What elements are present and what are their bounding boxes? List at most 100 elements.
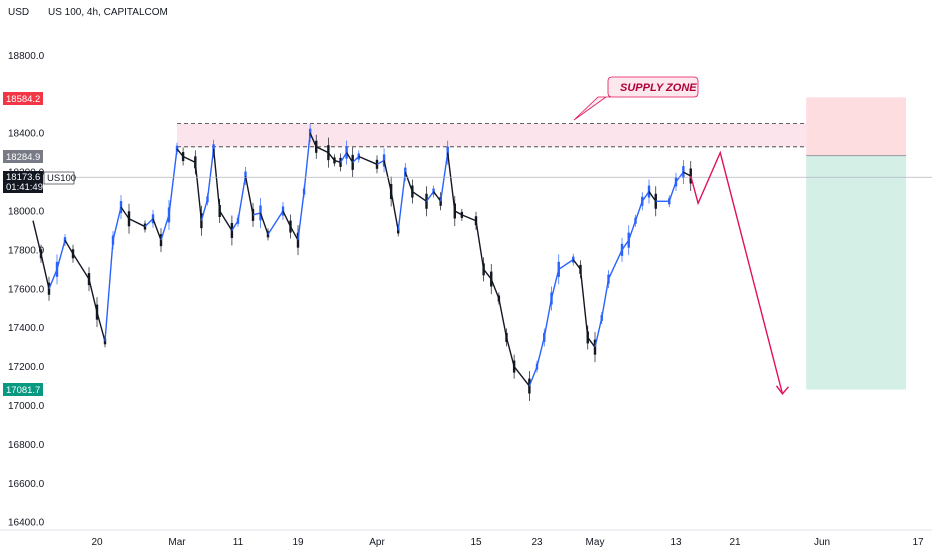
candle-body	[432, 188, 435, 195]
candle-body	[327, 145, 330, 161]
candle-body	[71, 249, 75, 259]
price-segment	[120, 206, 130, 220]
price-segment	[64, 239, 74, 255]
price-segment	[88, 278, 98, 313]
price-segment	[490, 278, 500, 299]
callout-bubble	[573, 76, 699, 121]
price-segment	[543, 298, 553, 338]
projection-arrow	[690, 150, 789, 395]
y-tick-label: 16600.0	[8, 479, 45, 490]
price-segment	[96, 311, 106, 342]
x-tick-label: Mar	[168, 537, 186, 548]
zones	[177, 97, 906, 390]
current-price-tag: 18173.6	[6, 172, 40, 183]
price-segment	[587, 337, 596, 348]
x-tick-label: Jun	[814, 537, 830, 548]
candle-body	[302, 188, 306, 195]
price-segment	[200, 199, 209, 221]
supply-zone-label: SUPPLY ZONE	[620, 82, 697, 94]
price-segment	[244, 175, 254, 216]
price-segment	[411, 190, 427, 202]
x-tick-label: 23	[531, 537, 543, 548]
price-segment	[607, 249, 623, 280]
price-series	[32, 124, 692, 402]
projection-arrowhead	[775, 385, 789, 395]
price-segment	[237, 175, 247, 221]
x-tick-label: 13	[670, 537, 682, 548]
target-price-tag-bg	[3, 383, 43, 396]
supply-zone-callout: SUPPLY ZONE	[573, 76, 699, 121]
price-segment	[390, 191, 399, 231]
price-segment	[32, 220, 42, 254]
price-segment	[128, 218, 146, 228]
price-segment	[56, 239, 66, 270]
price-segment	[219, 210, 233, 231]
symbol-title: US 100, 4h, CAPITALCOM	[48, 7, 168, 18]
price-segment	[303, 133, 311, 192]
price-segment	[475, 220, 485, 270]
currency-box[interactable]	[0, 0, 44, 22]
x-tick-label: 15	[470, 537, 482, 548]
price-segment	[297, 191, 305, 241]
candle-body	[39, 249, 43, 259]
price-segment	[572, 259, 582, 270]
x-tick-label: 11	[233, 537, 244, 548]
candle-body	[382, 154, 386, 167]
stop-price-tag: 18584.2	[6, 94, 40, 105]
price-segment	[152, 218, 162, 241]
price-segment	[536, 337, 545, 367]
y-tick-label: 18800.0	[8, 51, 45, 62]
price-segment	[498, 298, 508, 338]
x-tick-label: May	[586, 537, 605, 548]
price-segment	[628, 220, 637, 241]
target-price-tag: 17081.7	[6, 385, 40, 396]
price-segment	[289, 226, 299, 241]
price-segment	[144, 218, 154, 228]
chart-header: USD US 100, 4h, CAPITALCOM	[0, 0, 168, 22]
price-segment	[259, 212, 269, 235]
price-segment	[447, 152, 456, 212]
price-segment	[72, 253, 90, 280]
symbol-tag-bg	[43, 171, 75, 185]
y-tick-label: 17600.0	[8, 284, 45, 295]
symbol-tag: US100	[47, 173, 76, 184]
x-tick-label: 17	[912, 537, 924, 548]
x-tick-label: 19	[292, 537, 304, 548]
x-tick-label: 20	[91, 537, 103, 548]
y-tick-label: 16800.0	[8, 440, 45, 451]
price-segment	[601, 278, 610, 319]
price-segment	[315, 146, 329, 154]
take-profit-zone	[806, 155, 906, 390]
price-segment	[558, 259, 574, 270]
price-segment	[550, 269, 560, 299]
currency-label: USD	[8, 7, 29, 18]
price-segment	[206, 148, 215, 200]
price-segment	[104, 240, 114, 342]
price-segment	[528, 366, 538, 387]
price-segment	[594, 317, 603, 348]
price-segment	[513, 366, 530, 387]
y-tick-label: 18400.0	[8, 129, 45, 140]
price-segment	[579, 269, 589, 338]
x-tick-label: Apr	[369, 537, 385, 548]
supply-zone-box	[177, 123, 807, 147]
candle-body	[460, 211, 464, 218]
price-segment	[168, 148, 178, 215]
price-segment	[282, 210, 292, 227]
y-tick-label: 17000.0	[8, 401, 45, 412]
entry-price-tag-bg	[3, 150, 43, 163]
y-tick-label: 18000.0	[8, 207, 45, 218]
price-segment	[40, 253, 50, 289]
price-segment	[252, 212, 261, 216]
x-axis[interactable]: 20 Mar 11 19 Apr 15 23 May 13 21 Jun 17	[91, 537, 924, 548]
price-segment	[358, 155, 378, 165]
candle-body	[181, 152, 185, 162]
current-price-tag-bg	[3, 171, 43, 193]
price-segment	[483, 268, 492, 280]
candle-body	[411, 185, 414, 198]
price-segment	[461, 214, 477, 222]
candle-body	[345, 146, 348, 159]
price-tags: 18584.2 18284.9 18173.6 01:41:49 US100 1…	[3, 92, 76, 396]
